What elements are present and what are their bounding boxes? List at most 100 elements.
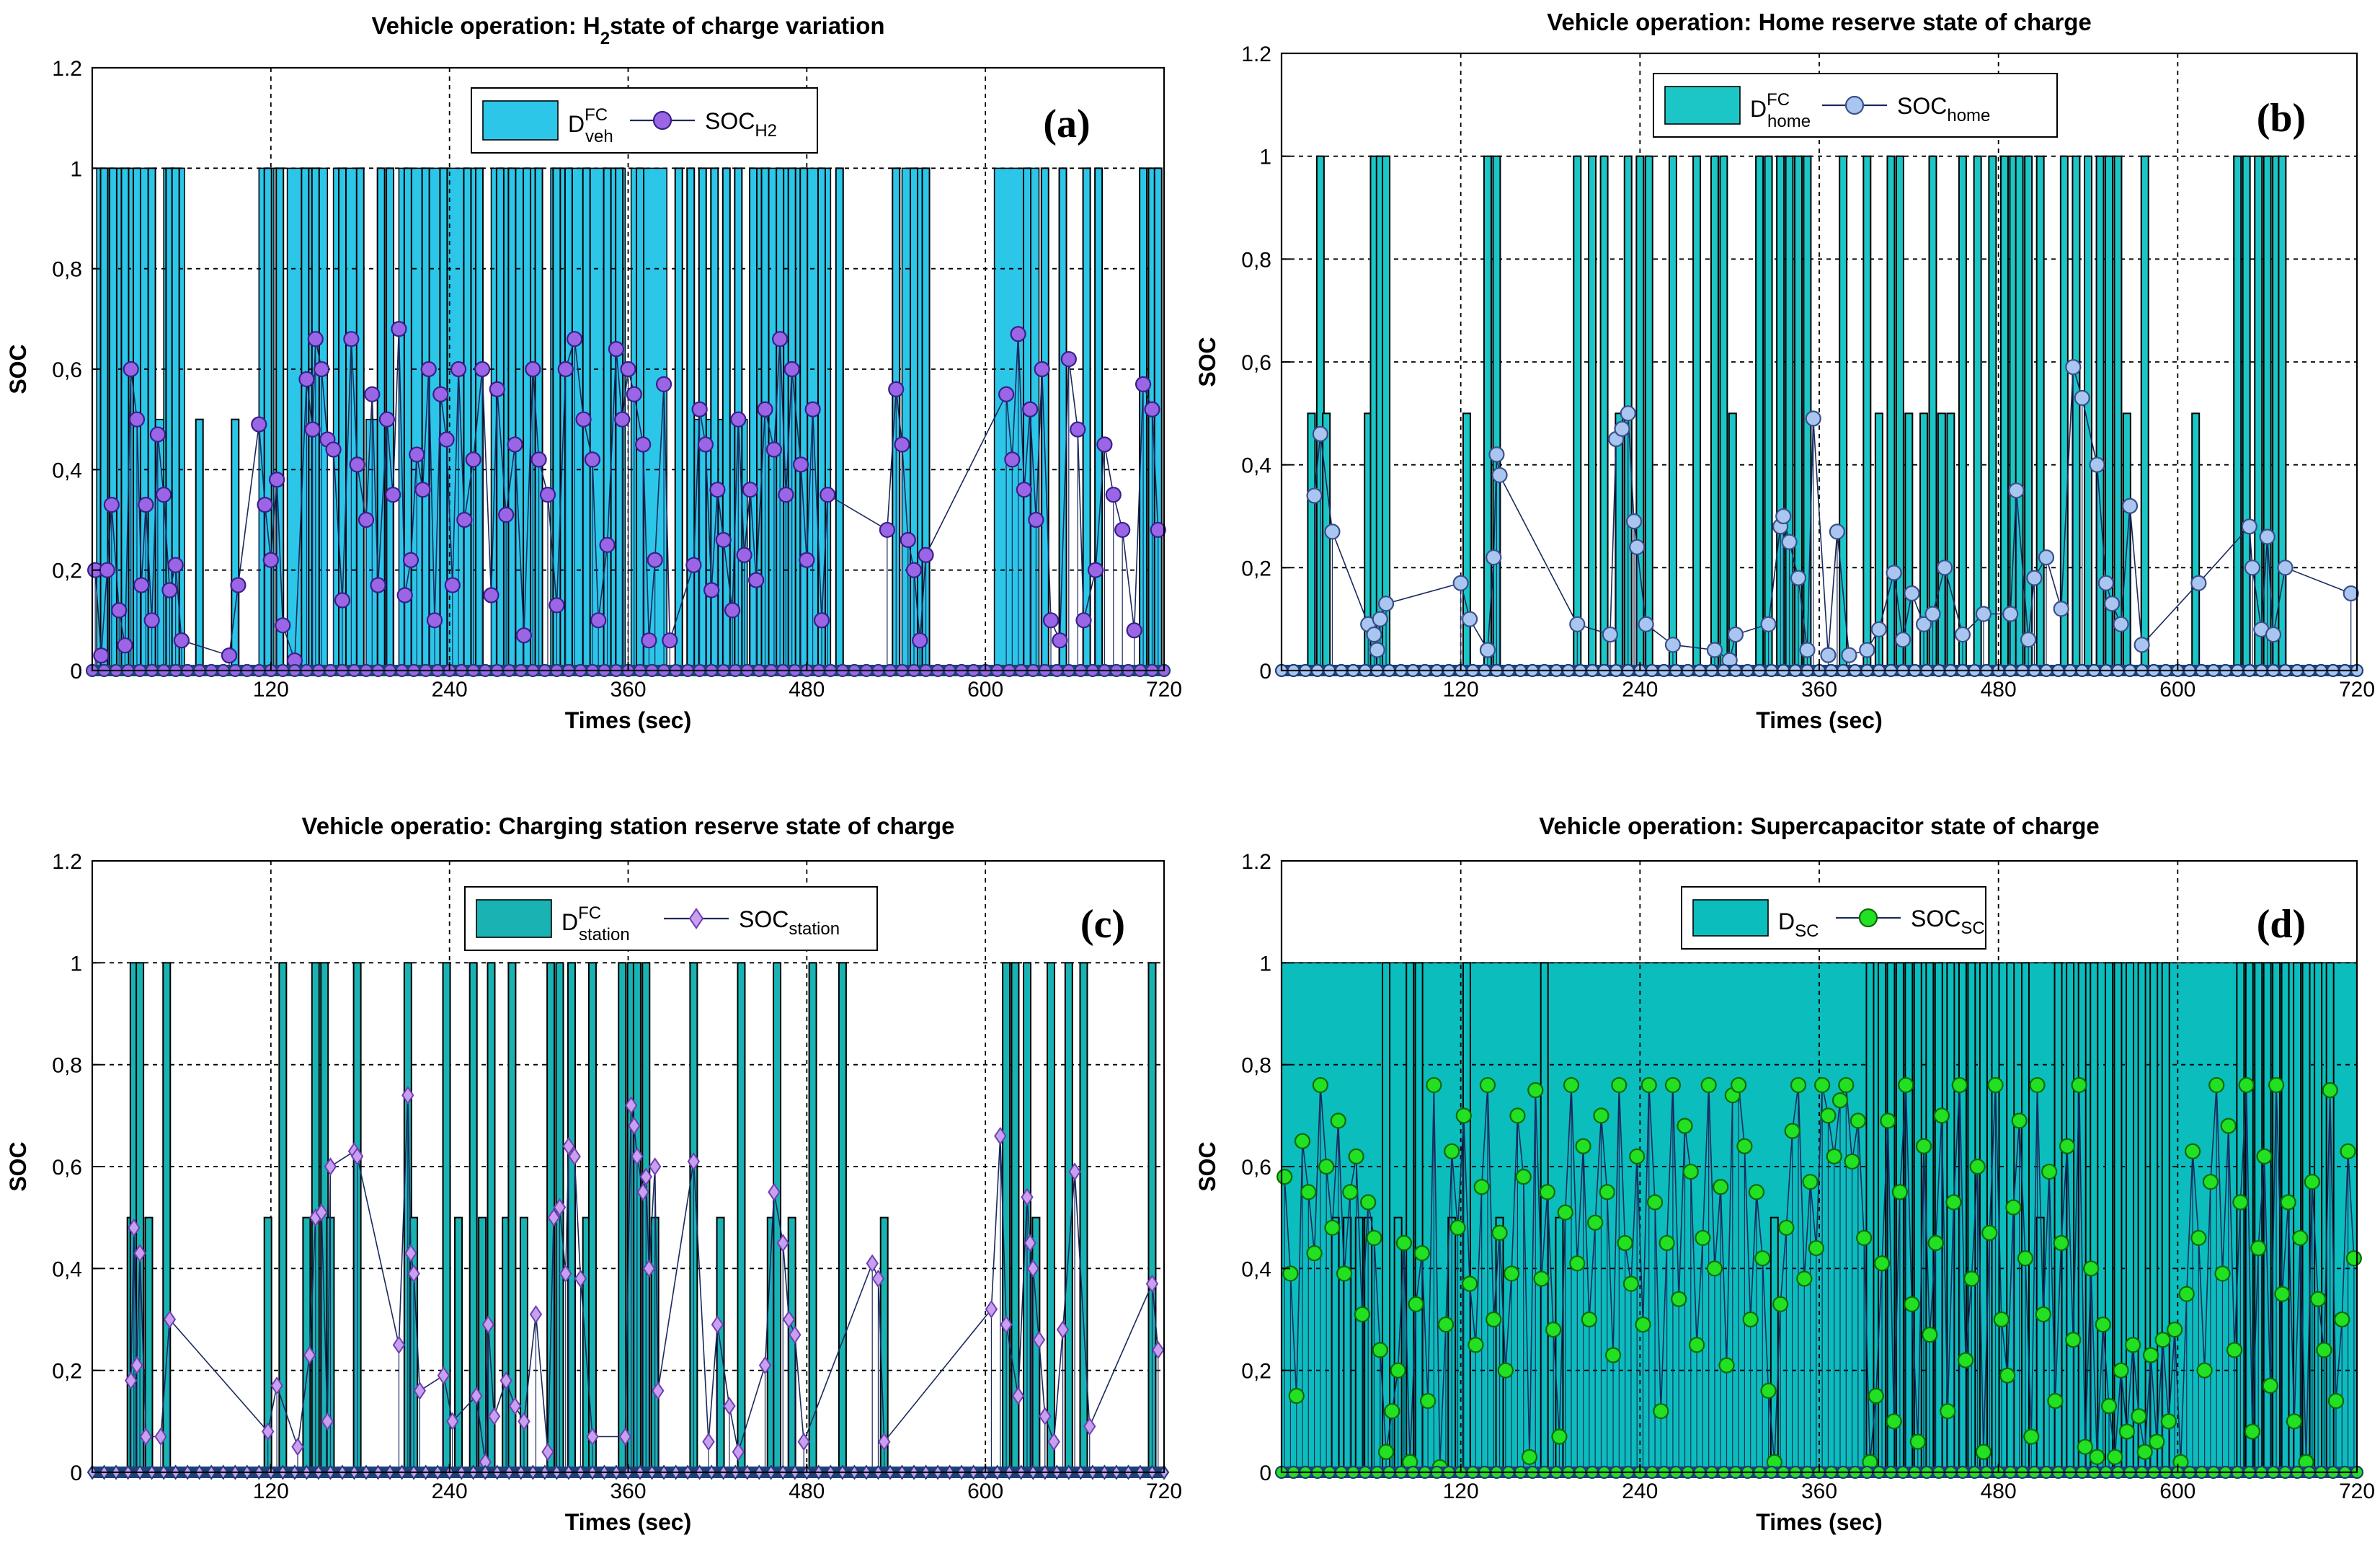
- x-tick-label: 120: [253, 1480, 289, 1503]
- soc-marker: [313, 361, 330, 378]
- bar-pulse: [1937, 412, 1946, 671]
- soc-marker: [547, 1208, 560, 1227]
- title-part: Vehicle operation: Supercapacitor state …: [1539, 813, 2100, 839]
- soc-marker: [2005, 1199, 2022, 1216]
- soc-marker: [2327, 1392, 2345, 1410]
- bar-pulse: [698, 167, 707, 672]
- bar-segment: [993, 167, 1040, 671]
- soc-marker: [1659, 1234, 1675, 1252]
- bar-pulse: [1719, 155, 1728, 671]
- soc-marker: [792, 456, 809, 473]
- bar-pulse: [1946, 412, 1955, 671]
- soc-marker: [1886, 565, 1902, 581]
- soc-marker: [262, 552, 279, 568]
- soc-marker: [748, 572, 765, 588]
- soc-marker: [541, 1442, 554, 1461]
- soc-marker: [1034, 361, 1050, 378]
- soc-marker: [2029, 1076, 2046, 1094]
- soc-marker: [1784, 1123, 1800, 1139]
- soc-marker: [1664, 637, 1682, 653]
- soc-marker: [1461, 1275, 1478, 1292]
- soc-marker: [1444, 1143, 1460, 1159]
- y-tick-label: 0,4: [1241, 454, 1271, 478]
- soc-marker: [507, 436, 523, 453]
- soc-marker: [2256, 1148, 2273, 1164]
- soc-marker: [1016, 482, 1032, 498]
- bar-pulse: [1382, 155, 1391, 671]
- bar-pulse: [1343, 1216, 1352, 1473]
- bar-pulse: [1862, 155, 1872, 671]
- soc-marker: [1473, 1179, 1490, 1195]
- x-tick-label: 240: [1622, 678, 1658, 702]
- soc-marker: [1467, 1337, 1484, 1353]
- soc-marker: [1814, 1076, 1831, 1094]
- legend-bar-label: DFC home: [1750, 90, 1811, 131]
- bar-pulse: [1644, 155, 1653, 671]
- soc-marker: [407, 1264, 420, 1283]
- bar-pulse: [2035, 155, 2045, 671]
- legend-bar-swatch: [1692, 899, 1769, 937]
- soc-marker: [525, 361, 541, 378]
- legend-line-main: SOC: [1897, 93, 1947, 119]
- soc-marker: [636, 1182, 649, 1202]
- soc-marker: [1915, 1138, 1932, 1154]
- soc-marker: [586, 1427, 599, 1446]
- soc-marker: [590, 612, 607, 629]
- soc-marker: [2020, 632, 2037, 648]
- soc-marker: [1653, 1403, 1669, 1420]
- soc-marker: [1369, 642, 1385, 658]
- bar-pulse: [2113, 962, 2123, 1474]
- soc-marker: [133, 577, 150, 593]
- soc-marker: [1114, 521, 1131, 539]
- soc-marker: [364, 386, 381, 402]
- soc-marker: [2023, 1428, 2040, 1445]
- soc-marker: [1437, 1316, 1455, 1333]
- soc-marker: [715, 531, 732, 548]
- ticks: 0 0,2 0,4 0,6 0,8 1 1.2 120 240 360 480 600 720: [1241, 850, 2375, 1503]
- soc-marker: [99, 562, 115, 578]
- soc-marker: [370, 577, 386, 593]
- bar-pulse: [737, 962, 746, 1474]
- bar-pulse: [2113, 155, 2123, 671]
- soc-marker: [1557, 1204, 1573, 1221]
- soc-marker: [1096, 436, 1113, 453]
- soc-marker: [1052, 632, 1068, 649]
- soc-marker: [1975, 1443, 1992, 1460]
- soc-marker: [1461, 611, 1478, 627]
- bar-pulse: [1904, 962, 1914, 1474]
- y-tick-label: 1.2: [52, 850, 82, 874]
- bar-pulse: [463, 167, 472, 672]
- x-tick-label: 600: [967, 1480, 1003, 1503]
- y-tick-label: 0,8: [52, 258, 82, 282]
- soc-marker: [2262, 1377, 2278, 1394]
- soc-marker: [1509, 1107, 1526, 1124]
- soc-marker: [702, 1432, 715, 1451]
- soc-marker: [1145, 1274, 1159, 1293]
- title-part: Vehicle operatio: Charging station reser…: [302, 813, 955, 839]
- legend-marker: [1844, 95, 1865, 115]
- soc-marker: [2244, 560, 2261, 576]
- soc-marker: [518, 1412, 530, 1431]
- legend-bar-sup: FC: [578, 903, 601, 923]
- soc-marker: [905, 562, 923, 578]
- y-tick-label: 0,4: [52, 1257, 82, 1281]
- soc-marker: [1545, 1322, 1562, 1338]
- soc-marker: [1829, 523, 1845, 540]
- x-tick-label: 240: [1622, 1480, 1658, 1503]
- bar-pulse: [2301, 962, 2311, 1474]
- ticks: 0 0,2 0,4 0,6 0,8 1 1.2 120 240 360 480 600 720: [1241, 43, 2375, 702]
- soc-marker: [1087, 562, 1104, 578]
- soc-marker: [1999, 1367, 2016, 1384]
- soc-marker: [730, 411, 747, 428]
- soc-marker: [1664, 1076, 1682, 1094]
- soc-marker: [1838, 1076, 1855, 1094]
- soc-marker: [1894, 632, 1911, 648]
- soc-marker: [639, 1167, 652, 1186]
- x-tick-label: 360: [1801, 1480, 1837, 1503]
- soc-marker: [758, 1355, 772, 1375]
- soc-marker: [420, 361, 437, 378]
- soc-marker: [1927, 1234, 1944, 1252]
- soc-marker: [626, 386, 642, 402]
- bar-pulse: [1895, 155, 1904, 671]
